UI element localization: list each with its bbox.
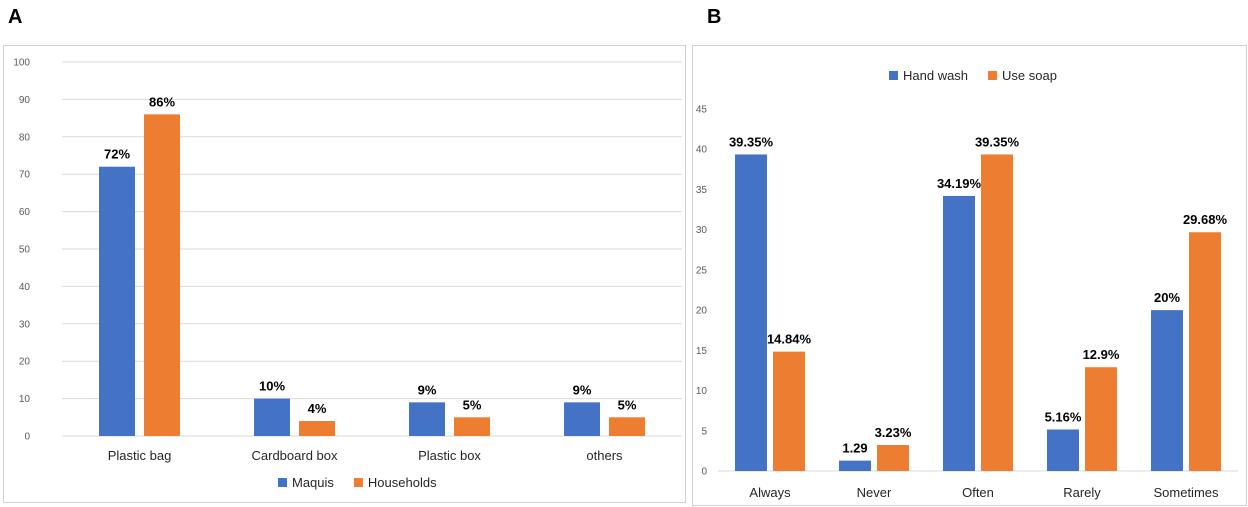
chart-a-bar-maquis [409, 402, 445, 436]
chart-a-category-label: Plastic bag [108, 448, 172, 463]
chart-a-ytick-label: 100 [13, 58, 30, 69]
chart-b-ytick-label: 45 [696, 105, 708, 116]
chart-b-ytick-label: 15 [696, 346, 708, 357]
chart-a-ytick-label: 80 [19, 132, 31, 143]
chart-b-data-label: 14.84% [767, 332, 812, 347]
chart-b-ytick-label: 25 [696, 265, 708, 276]
chart-a-category-label: Plastic box [418, 448, 481, 463]
chart-b-data-label: 39.35% [729, 134, 774, 149]
chart-a-ytick-label: 10 [19, 394, 31, 405]
chart-b-category-label: Sometimes [1153, 485, 1219, 500]
chart-a-legend-label: Households [368, 475, 437, 490]
chart-b-bar-hand-wash [735, 154, 767, 471]
chart-a-bar-households [299, 421, 335, 436]
chart-b-data-label: 34.19% [937, 176, 982, 191]
chart-a-bar-maquis [99, 166, 135, 436]
chart-a-data-label: 9% [573, 382, 592, 397]
chart-b-data-label: 5.16% [1045, 409, 1082, 424]
chart-a-frame: 0 10 20 30 40 50 60 70 80 90 100 Plastic bag 72% 86% C… [3, 45, 686, 503]
chart-b-ytick-label: 20 [696, 306, 708, 317]
chart-a-bar-households [144, 114, 180, 437]
chart-b-bar-use-soap [773, 351, 805, 471]
chart-b-data-label: 39.35% [975, 134, 1020, 149]
chart-b-bar-use-soap [981, 154, 1013, 471]
chart-a-ytick-label: 90 [19, 95, 31, 106]
chart-b-bar-use-soap [1189, 232, 1221, 471]
chart-a-ytick-label: 30 [19, 319, 31, 330]
chart-b-ytick-label: 10 [696, 386, 708, 397]
chart-a-bar-maquis [254, 398, 290, 436]
chart-b-category-label: Rarely [1063, 485, 1101, 500]
chart-a-legend-swatch [353, 478, 363, 487]
chart-b-category-label: Always [749, 485, 791, 500]
chart-a-data-label: 4% [308, 401, 327, 416]
chart-b-bar-hand-wash [943, 195, 975, 471]
chart-a-bar-households [609, 417, 645, 436]
chart-b-ytick-label: 30 [696, 225, 708, 236]
chart-b-ytick-label: 5 [701, 426, 707, 437]
chart-b-category-label: Often [962, 485, 994, 500]
chart-b-data-label: 20% [1154, 290, 1180, 305]
chart-b-category-label: Never [857, 485, 892, 500]
chart-b-ytick-label: 0 [701, 467, 707, 478]
chart-b-data-label: 1.29 [842, 441, 867, 456]
chart-a-legend-swatch [278, 478, 287, 487]
chart-a-data-label: 5% [618, 397, 637, 412]
chart-a-data-label: 5% [463, 397, 482, 412]
chart-b-bar-hand-wash [1151, 310, 1183, 471]
chart-a-category-label: Cardboard box [252, 448, 338, 463]
chart-b-legend-label: Hand wash [903, 68, 968, 83]
chart-a-ytick-label: 70 [19, 170, 31, 181]
chart-b-legend-label: Use soap [1002, 68, 1057, 83]
chart-a-ytick-label: 40 [19, 282, 31, 293]
chart-a-svg: 0 10 20 30 40 50 60 70 80 90 100 Plastic bag 72% 86% C… [13, 58, 682, 490]
chart-b-bar-hand-wash [1047, 429, 1079, 471]
chart-b-ytick-label: 35 [696, 185, 708, 196]
chart-b-ytick-label: 40 [696, 145, 708, 156]
chart-a-bar-households [454, 417, 490, 436]
chart-b-bar-hand-wash [839, 460, 871, 471]
chart-a-data-label: 10% [259, 379, 285, 394]
chart-a-ytick-label: 60 [19, 207, 31, 218]
chart-a-legend-label: Maquis [292, 475, 334, 490]
chart-b-bar-use-soap [877, 445, 909, 471]
chart-b-data-label: 29.68% [1183, 212, 1228, 227]
panel-label-b: B [707, 6, 722, 28]
chart-a-ytick-label: 0 [24, 432, 30, 443]
chart-b-svg: 0 5 10 15 20 25 30 35 40 45 Always 39.35% 14.84% Neve… [696, 68, 1238, 500]
panel-label-a: A [8, 6, 23, 28]
chart-b-legend-swatch [889, 71, 898, 80]
chart-b-frame: 0 5 10 15 20 25 30 35 40 45 Always 39.35% 14.84% Neve… [692, 45, 1247, 506]
chart-b-legend-swatch [988, 71, 998, 80]
chart-a-ytick-label: 20 [19, 357, 31, 368]
chart-a-category-label: others [586, 448, 623, 463]
chart-a-data-label: 72% [104, 147, 130, 162]
chart-b-data-label: 12.9% [1083, 347, 1120, 362]
chart-a-data-label: 86% [149, 94, 175, 109]
chart-a-bar-maquis [564, 402, 600, 436]
chart-b-bar-use-soap [1085, 367, 1117, 471]
chart-a-data-label: 9% [418, 382, 437, 397]
chart-b-data-label: 3.23% [875, 425, 912, 440]
chart-a-ytick-label: 50 [19, 245, 31, 256]
